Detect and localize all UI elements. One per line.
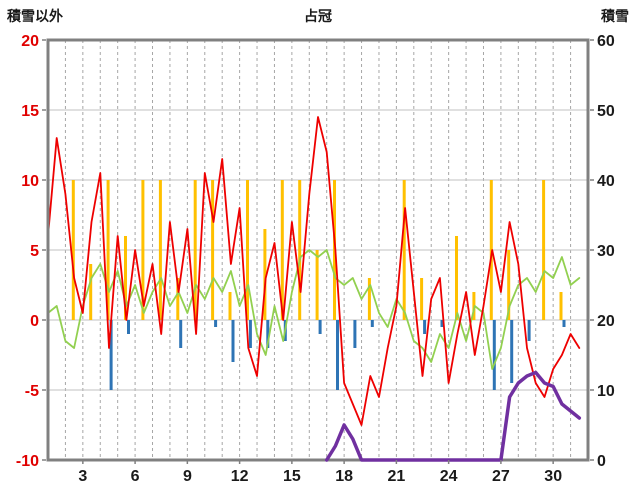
- left-axis-title: 積雪以外: [7, 8, 63, 24]
- svg-text:10: 10: [21, 173, 39, 190]
- svg-text:40: 40: [597, 173, 615, 190]
- svg-text:0: 0: [597, 453, 606, 470]
- svg-text:50: 50: [597, 103, 615, 120]
- svg-text:30: 30: [597, 243, 615, 260]
- svg-text:15: 15: [21, 103, 39, 120]
- svg-text:18: 18: [335, 468, 353, 485]
- svg-text:60: 60: [597, 33, 615, 50]
- svg-text:10: 10: [597, 383, 615, 400]
- svg-text:20: 20: [597, 313, 615, 330]
- svg-text:3: 3: [78, 468, 87, 485]
- svg-text:20: 20: [21, 33, 39, 50]
- svg-text:9: 9: [183, 468, 192, 485]
- chart-title: 占冠: [304, 8, 332, 24]
- svg-text:5: 5: [30, 243, 39, 260]
- svg-text:12: 12: [231, 468, 249, 485]
- svg-text:6: 6: [131, 468, 140, 485]
- svg-text:0: 0: [30, 313, 39, 330]
- right-axis-title: 積雪: [601, 8, 629, 24]
- svg-text:-5: -5: [25, 383, 39, 400]
- svg-text:24: 24: [440, 468, 458, 485]
- svg-text:27: 27: [492, 468, 510, 485]
- svg-text:21: 21: [388, 468, 406, 485]
- svg-text:15: 15: [283, 468, 301, 485]
- svg-text:-10: -10: [16, 453, 39, 470]
- svg-text:30: 30: [544, 468, 562, 485]
